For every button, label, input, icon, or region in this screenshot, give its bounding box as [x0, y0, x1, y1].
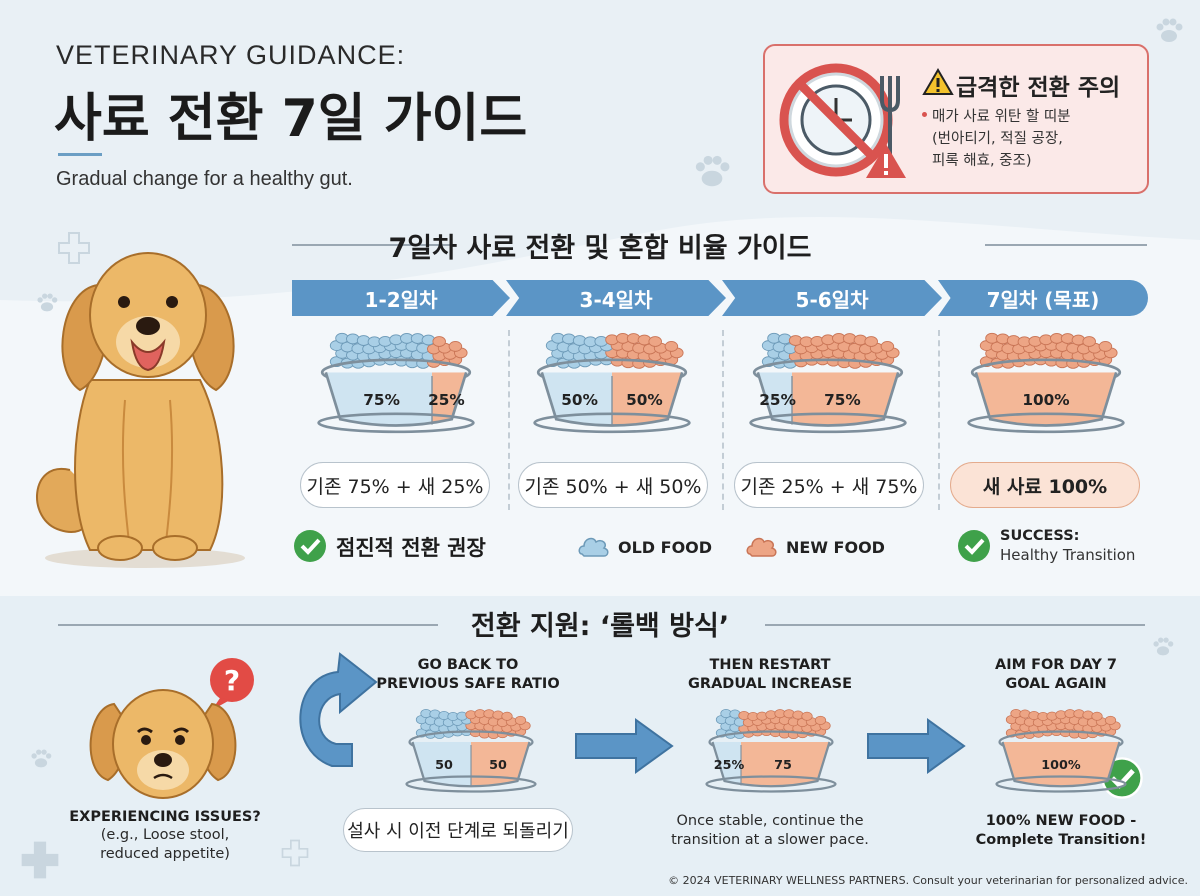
footer-copyright: © 2024 VETERINARY WELLNESS PARTNERS. Con… [668, 874, 1188, 887]
medical-cross-icon [281, 839, 309, 867]
food-bowl-step-3: 25% 75% [749, 332, 907, 434]
rollback-step3-subtitle: 100% NEW FOOD - Complete Transition! [975, 813, 1147, 848]
food-bowl-step-2: 50% 50% [533, 332, 691, 434]
warning-bullet [922, 112, 927, 117]
recommend-label: 점진적 전환 권장 [336, 536, 486, 560]
bowl-old-share-label: 25% [759, 391, 796, 409]
bowl-old-share-label: 25% [714, 758, 745, 773]
rollback-title: 전환 지원: ‘롤백 방식’ [470, 611, 730, 642]
rollback-bowl-safe-ratio: 50 50 [405, 709, 537, 793]
issue-title: EXPERIENCING ISSUES? [69, 809, 261, 825]
paw-print-icon [695, 155, 730, 187]
arrow-right-icon [867, 718, 966, 774]
bowl-new-share-label: 100% [1041, 758, 1081, 773]
bowl-new-share-label: 75 [774, 758, 792, 773]
guide-title: 7일차 사료 전환 및 혼합 비율 가이드 [388, 233, 812, 264]
issue-subtitle: (e.g., Loose stool, reduced appetite) [100, 827, 230, 862]
legend-new-food: NEW FOOD [786, 538, 885, 557]
rollback-instruction-pill: 설사 시 이전 단계로 되돌리기 [343, 808, 573, 852]
bowl-new-share-label: 50% [626, 391, 663, 409]
bowl-new-share-label: 100% [1022, 391, 1069, 409]
rollback-bowl-restart: 25% 75 [705, 709, 837, 793]
step-day-1-2: 1-2일차 [292, 280, 510, 316]
golden-retriever-illustration [36, 252, 245, 568]
guide-title-rule-left [292, 244, 454, 246]
new-food-icon [746, 537, 777, 557]
svg-text:?: ? [224, 664, 240, 697]
header-tagline: Gradual change for a healthy gut. [56, 168, 353, 190]
success-subtitle: Healthy Transition [1000, 546, 1136, 564]
bowl-old-share-label: 50 [435, 758, 453, 773]
ratio-pill-day-7: 새 사료 100% [950, 462, 1140, 508]
arrow-right-icon [575, 718, 674, 774]
paw-print-icon [31, 749, 52, 768]
page-title: 사료 전환 7일 가이드 [54, 89, 528, 149]
worried-dog-illustration: ? [89, 658, 254, 799]
bowl-new-share-label: 75% [824, 391, 861, 409]
rollback-curved-arrow-icon [299, 652, 378, 767]
bowl-old-share-label: 50% [561, 391, 598, 409]
paw-print-icon [37, 293, 58, 312]
warning-title: 급격한 전환 주의 [956, 75, 1121, 101]
step-separator [938, 330, 940, 510]
step-day-5-6: 5-6일차 [722, 280, 942, 316]
title-divider [58, 153, 102, 156]
ratio-pill-day-3-4: 기존 50% + 새 50% [518, 462, 708, 508]
paw-print-icon [1153, 637, 1174, 656]
old-food-icon [578, 537, 609, 557]
paw-print-icon [1156, 18, 1183, 42]
ratio-pill-day-5-6: 기존 25% + 새 75% [734, 462, 924, 508]
legend-old-food: OLD FOOD [618, 538, 713, 557]
ratio-pill-day-1-2: 기존 75% + 새 25% [300, 462, 490, 508]
step-day-3-4: 3-4일차 [506, 280, 726, 316]
rollback-bowl-goal: 100% [995, 709, 1127, 793]
check-circle-icon [294, 530, 326, 562]
step-day-7-goal: 7일차 (목표) [938, 280, 1148, 316]
rollback-step2-subtitle: Once stable, continue the transition at … [671, 813, 869, 848]
bowl-new-share-label: 25% [428, 391, 465, 409]
warning-triangle-icon [922, 68, 954, 95]
food-bowl-step-1: 75% 25% [317, 332, 475, 434]
step-separator [722, 330, 724, 510]
step-separator [508, 330, 510, 510]
warning-text: 매가 사료 위탄 할 띠분 (번아티기, 적질 공장, 피록 해효, 중조) [932, 109, 1071, 169]
rollback-title-rule-left [58, 624, 438, 626]
bowl-old-share-label: 75% [363, 391, 400, 409]
medical-cross-icon [58, 232, 90, 264]
food-bowl-step-4: 100% [967, 332, 1125, 434]
success-title: SUCCESS: [1000, 528, 1080, 544]
rollback-step3-title: AIM FOR DAY 7 GOAL AGAIN [994, 657, 1118, 692]
rollback-title-rule-right [765, 624, 1145, 626]
guide-title-rule-right [985, 244, 1147, 246]
rollback-step1-title: GO BACK TO PREVIOUS SAFE RATIO [376, 657, 560, 692]
medical-cross-icon [21, 841, 59, 879]
no-fast-change-icon [779, 63, 906, 178]
success-check-icon [958, 530, 990, 562]
rollback-step2-title: THEN RESTART GRADUAL INCREASE [688, 657, 852, 692]
header-overline: VETERINARY GUIDANCE: [56, 40, 406, 70]
bowl-new-share-label: 50 [489, 758, 507, 773]
